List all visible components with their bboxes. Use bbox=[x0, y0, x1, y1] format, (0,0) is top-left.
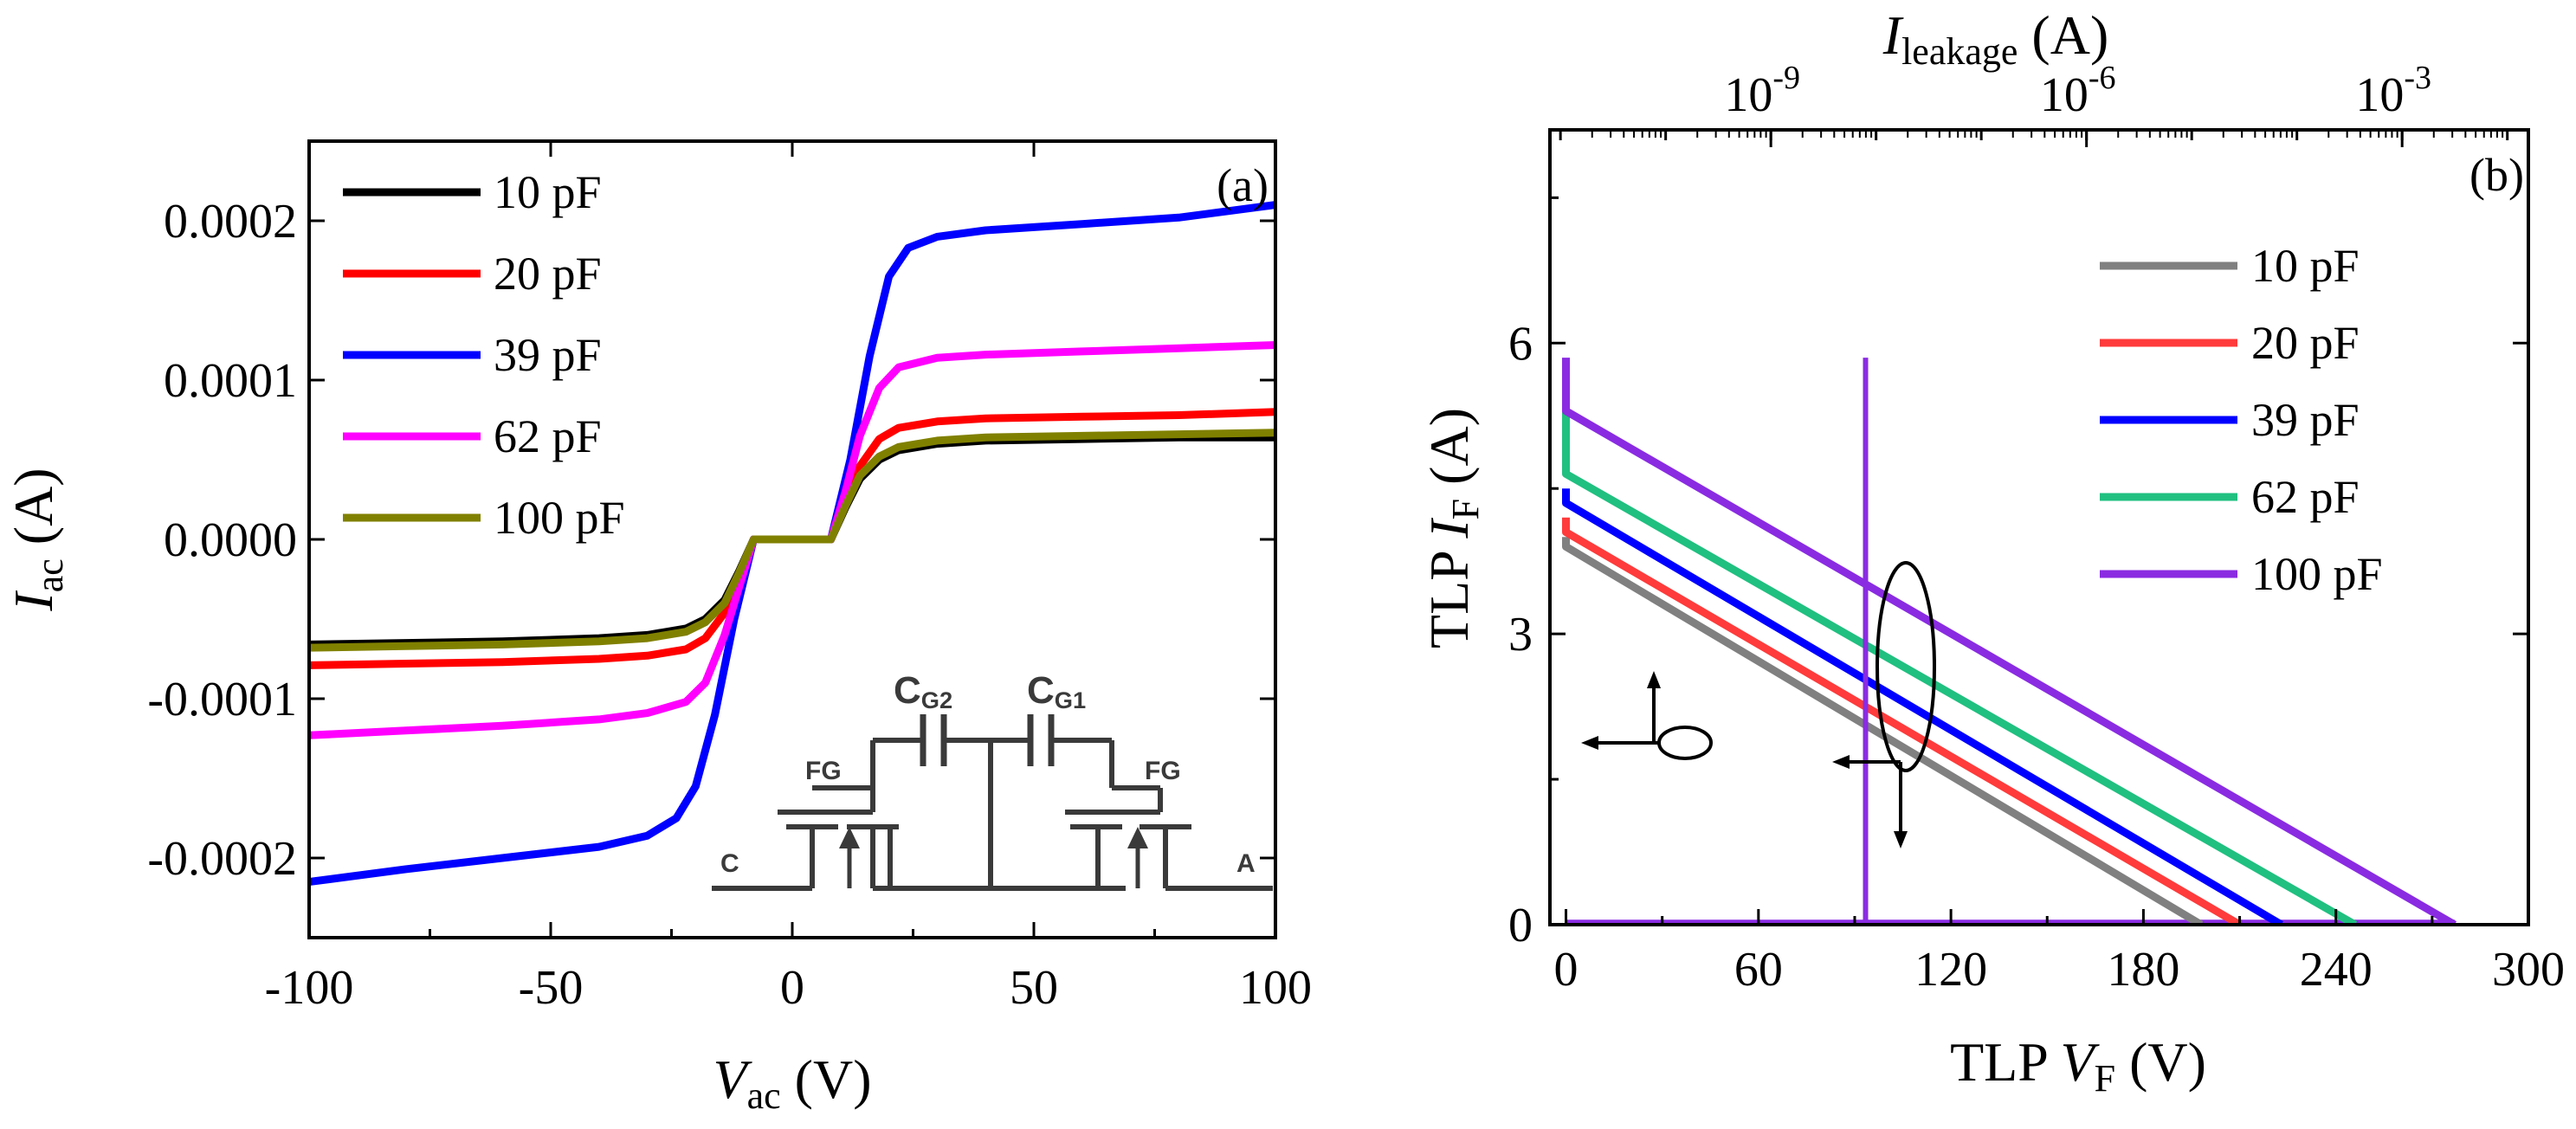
panel-b-xlabel-prefix: TLP bbox=[1950, 1031, 2060, 1093]
panel-b-xlabel-sub: F bbox=[2095, 1057, 2115, 1100]
panel-b-xlabel-main: V bbox=[2060, 1031, 2100, 1093]
legend-label-4: 100 pF bbox=[2251, 548, 2383, 600]
x-tick-label: 180 bbox=[2107, 943, 2179, 997]
panel-b-ylabel-main: I bbox=[1418, 518, 1480, 539]
panel-b-ticks: 0 60 120 180 240 300 0 3 6 10-9 10-6 10-3 bbox=[1508, 60, 2565, 997]
inset-cg1-label: CG1 bbox=[1027, 669, 1086, 713]
panel-b-ylabel-prefix: TLP bbox=[1418, 539, 1480, 648]
inset-a-label: A bbox=[1236, 849, 1256, 878]
inset-c-label: C bbox=[720, 849, 739, 878]
top-x-tick-label: 10-3 bbox=[2355, 60, 2431, 122]
y-tick-label: 6 bbox=[1508, 317, 1533, 371]
legend-label-4: 100 pF bbox=[494, 492, 625, 544]
arrow-up-icon bbox=[839, 827, 860, 848]
panel-b-legend: 10 pF 20 pF 39 pF 62 pF 100 pF bbox=[2100, 240, 2383, 600]
x-tick-label: -100 bbox=[265, 961, 354, 1015]
tlp-ellipse bbox=[1876, 561, 1936, 772]
tlp-series-line-1 bbox=[1562, 517, 2242, 925]
x-tick-label: 120 bbox=[1914, 943, 1987, 997]
panel-a-label: (a) bbox=[1217, 159, 1269, 211]
legend-label-0: 10 pF bbox=[494, 166, 602, 218]
arrow-up-icon bbox=[1127, 827, 1148, 848]
y-tick-label: -0.0002 bbox=[147, 832, 297, 886]
x-tick-label: 0 bbox=[1554, 943, 1579, 997]
panel-a-ticks: -100 -50 0 50 100 -0.0002 -0.0001 0.0000 0.0001 0… bbox=[147, 141, 1312, 1015]
x-tick-label: -50 bbox=[519, 961, 584, 1015]
legend-label-2: 39 pF bbox=[2251, 394, 2360, 446]
y-tick-label: 0.0002 bbox=[164, 195, 297, 248]
arrow-left-icon bbox=[1581, 736, 1598, 750]
x-tick-label: 240 bbox=[2300, 943, 2373, 997]
legend-label-1: 20 pF bbox=[494, 248, 602, 300]
legend-label-3: 62 pF bbox=[2251, 471, 2360, 523]
tlp-series-line-2 bbox=[1562, 488, 2283, 925]
arrow-down-icon bbox=[1894, 831, 1908, 848]
panel-b-top-xlabel: Ileakage (A) bbox=[1882, 4, 2109, 73]
panel-b-ylabel-sub: F bbox=[1444, 499, 1487, 519]
panel-a-xlabel-main: V bbox=[713, 1048, 753, 1110]
leakage-ellipse bbox=[1657, 726, 1713, 760]
panel-b-xlabel-unit: (V) bbox=[2115, 1031, 2206, 1093]
panel-b-xlabel: TLP VF (V) bbox=[1950, 1031, 2206, 1100]
panel-a-ylabel-main: I bbox=[3, 590, 64, 612]
legend-label-3: 62 pF bbox=[494, 410, 602, 462]
inset-fg-left-label: FG bbox=[805, 757, 842, 785]
y-tick-label: 0 bbox=[1508, 899, 1533, 952]
top-x-tick-label: 10-9 bbox=[1724, 60, 1800, 122]
y-tick-label: 0.0000 bbox=[164, 513, 297, 567]
panel-a-xlabel-unit: (V) bbox=[781, 1048, 872, 1110]
x-tick-label: 300 bbox=[2492, 943, 2565, 997]
inset-fg-right-label: FG bbox=[1145, 757, 1181, 785]
inset-cg2-label: CG2 bbox=[894, 669, 952, 713]
x-tick-label: 100 bbox=[1239, 961, 1312, 1015]
tlp-series-line-3 bbox=[1562, 367, 2358, 925]
y-tick-label: 3 bbox=[1508, 608, 1533, 661]
series-line-4 bbox=[309, 429, 1275, 652]
x-tick-label: 0 bbox=[780, 961, 804, 1015]
panel-b-top-xlabel-main: I bbox=[1882, 4, 1904, 66]
arrow-left-icon bbox=[1832, 755, 1850, 769]
panel-b-annotations bbox=[1581, 561, 1936, 848]
inset-circuit: CG2 CG1 FG FG C A bbox=[712, 669, 1273, 891]
panel-a-series bbox=[309, 201, 1275, 887]
panel-b-label: (b) bbox=[2469, 149, 2524, 201]
panel-a-legend: 10 pF 20 pF 39 pF 62 pF 100 pF bbox=[343, 166, 625, 544]
panel-a: CG2 CG1 FG FG C A -100 -50 0 50 100 -0.0002 -0.0001… bbox=[3, 139, 1312, 1117]
tlp-series-line-4 bbox=[1562, 358, 2457, 925]
y-tick-label: -0.0001 bbox=[147, 673, 297, 726]
panel-a-ylabel: Iac (A) bbox=[3, 468, 71, 611]
panel-b-ylabel-unit: (A) bbox=[1418, 408, 1480, 499]
panel-b: 0 60 120 180 240 300 0 3 6 10-9 10-6 10-3 10 pF 20 p… bbox=[1418, 4, 2565, 1100]
x-tick-label: 50 bbox=[1010, 961, 1058, 1015]
top-x-tick-label: 10-6 bbox=[2040, 60, 2116, 122]
panel-b-frame bbox=[1548, 128, 2530, 926]
arrow-up-icon bbox=[1647, 671, 1661, 688]
panel-b-series bbox=[1562, 358, 2457, 925]
legend-label-0: 10 pF bbox=[2251, 240, 2360, 292]
panel-a-xlabel-sub: ac bbox=[747, 1074, 781, 1117]
tlp-series-line-0 bbox=[1562, 537, 2204, 925]
y-tick-label: 0.0001 bbox=[164, 354, 297, 408]
panel-a-xlabel: Vac (V) bbox=[713, 1048, 872, 1117]
panel-b-top-xlabel-unit: (A) bbox=[2018, 4, 2108, 66]
series-line-2 bbox=[309, 201, 1275, 887]
x-tick-label: 60 bbox=[1734, 943, 1783, 997]
panel-b-top-xlabel-sub: leakage bbox=[1901, 30, 2018, 73]
panel-b-ylabel: TLP IF (A) bbox=[1418, 408, 1487, 648]
legend-label-1: 20 pF bbox=[2251, 317, 2360, 369]
panel-a-ylabel-unit: (A) bbox=[3, 468, 64, 558]
panel-a-ylabel-sub: ac bbox=[29, 558, 71, 592]
legend-label-2: 39 pF bbox=[494, 329, 602, 381]
